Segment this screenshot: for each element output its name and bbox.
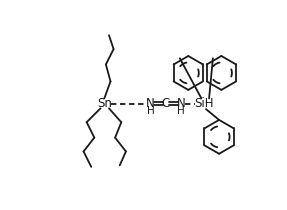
Text: C: C [162,97,170,110]
Text: N: N [146,97,155,110]
Text: H: H [177,106,185,116]
Text: N: N [177,97,186,110]
Text: Sn: Sn [97,97,112,110]
Text: H: H [147,106,154,116]
Text: SiH: SiH [195,97,214,110]
